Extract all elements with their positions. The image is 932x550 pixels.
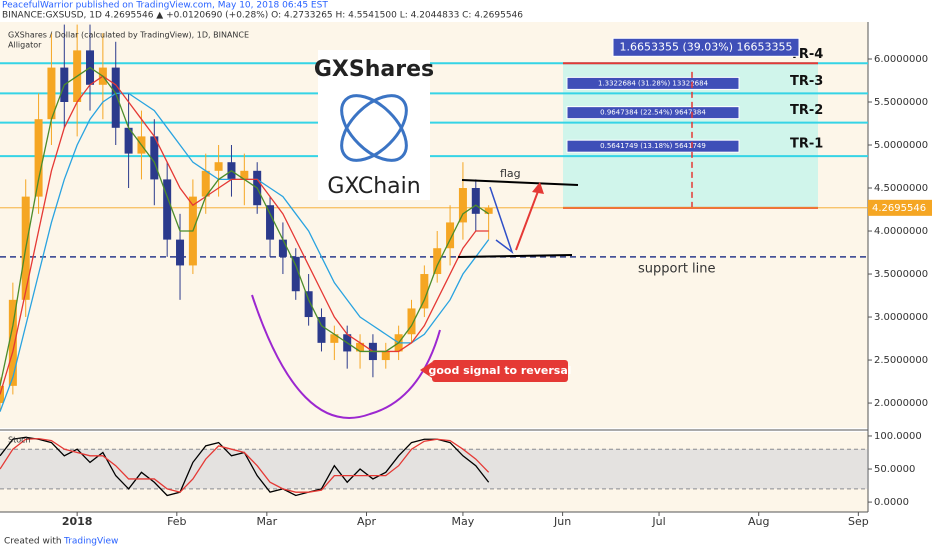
candle-body [214,162,223,171]
candle-body [163,179,172,240]
cup-arc [251,294,441,419]
candle-body [356,342,365,352]
x-tick-label: Aug [748,515,769,528]
candle-body [8,299,17,386]
x-tick-label: Apr [357,515,377,528]
y2-tick-label: 100.0000 [874,431,922,442]
footer: Created with [4,537,62,547]
flag-bottom [457,254,573,258]
candle-body [317,317,326,343]
y2-tick-label: 50.0000 [874,464,915,475]
y-tick-label: 4.0000000 [874,226,928,237]
x-tick-label: Jul [651,515,665,528]
candle-body [407,308,416,335]
candle-body [446,222,455,249]
target-note: 1.6653355 (39.03%) 16653355 [620,40,793,53]
candle-body [471,188,480,214]
x-tick-label: Sep [848,515,869,528]
target-note-bg [566,139,740,153]
alligator-line [0,66,490,386]
stoch-band [0,449,868,489]
x-tick-label: May [452,515,475,528]
y-tick-label: 3.5000000 [874,269,928,280]
oscillator: Stoch [8,436,31,445]
candle-body [304,291,313,318]
indicator: Alligator [8,41,42,50]
arrow [515,185,541,251]
candle-body [330,334,339,343]
y-tick-label: 2.5000000 [874,355,928,366]
logo-box [318,50,430,200]
ticker: BINANCE:GXSUSD, 1D 4.2695546 ▲ +0.012069… [2,11,523,21]
target-note-bg [566,76,740,90]
candle-body [240,170,249,180]
candle-body [381,351,390,361]
y-tick-label: 6.0000000 [874,54,928,65]
footer-brand: TradingView [63,537,118,547]
candle-body [124,127,133,154]
target-label: TR-3 [790,74,823,89]
y2-tick-label: 0.0000 [874,497,909,508]
x-tick-label: 2018 [62,515,93,528]
support-label: support line [638,261,716,276]
target-note: 0.5641749 (13.18%) 5641749 [600,142,706,150]
y-tick-label: 3.0000000 [874,312,928,323]
callout [432,360,568,382]
logo-ring [340,94,408,162]
candle-body [150,136,159,180]
candle-body [291,256,300,292]
last-price-tag [868,199,932,216]
candle-body [34,119,43,197]
candle-body [420,274,429,309]
arrow [489,186,514,255]
target-note-bg [566,106,740,120]
candle-body [458,188,467,223]
candle-body [266,205,275,240]
pane-title: GXShares / Dollar (calculated by Trading… [8,31,249,40]
target-note: 0.9647384 (22.54%) 9647384 [600,109,706,117]
x-tick-label: Jun [553,515,571,528]
candle-body [278,239,287,257]
callout-text: good signal to reversal [428,364,571,377]
y-tick-label: 4.5000000 [874,183,928,194]
callout-tip [420,362,432,378]
candle-body [201,170,210,197]
y-tick-label: 5.5000000 [874,97,928,108]
last-price-label: 4.2695546 [872,203,926,214]
logo-ring [340,94,408,162]
stoch-pane [0,432,868,512]
y-tick-label: 5.0000000 [874,140,928,151]
candle-body [176,239,185,266]
x-tick-label: Feb [167,515,186,528]
flag-top [461,179,579,186]
target-note-bg [612,37,800,57]
plot: 2.0000000 2.5000000 3.0000000 3.5000000 4.00… [0,22,932,528]
target-label: TR-2 [790,103,823,118]
stoch-line [0,437,490,493]
y-tick-label: 2.0000000 [874,398,928,409]
target-note: 1.3322684 (31.28%) 13322684 [598,79,709,87]
arrow-head [532,182,544,194]
logo-text: GXShares [314,57,434,82]
candle-body [0,385,4,404]
candle-body [111,67,120,128]
x-tick-label: Mar [256,515,277,528]
logo-text: GXChain [327,174,420,199]
flag-label: flag [500,167,521,180]
candle-body [47,67,56,120]
publisher: PeacefulWarrior published on TradingView… [2,1,328,11]
candle-body [433,248,442,275]
target-label: TR-1 [790,137,823,152]
candle-body [484,207,493,214]
